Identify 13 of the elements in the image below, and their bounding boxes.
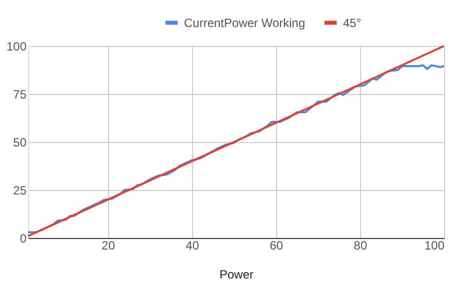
x-tick-label: 100 [424,238,445,252]
x-tick-label: 60 [270,238,284,252]
y-tick-label: 50 [13,136,27,150]
y-tick-label: 75 [13,88,27,102]
x-tick-label: 20 [102,238,116,252]
y-tick-label: 25 [13,184,27,198]
x-axis-title: Power [219,268,254,282]
y-tick-label: 0 [20,232,27,246]
legend-label: 45° [343,16,362,30]
y-tick-label: 100 [6,40,27,54]
x-tick-label: 80 [354,238,368,252]
x-tick-label: 40 [186,238,200,252]
legend-label: CurrentPower Working [184,16,306,30]
